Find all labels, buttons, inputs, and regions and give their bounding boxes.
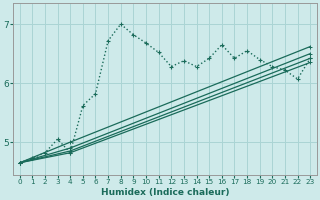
X-axis label: Humidex (Indice chaleur): Humidex (Indice chaleur): [101, 188, 229, 197]
